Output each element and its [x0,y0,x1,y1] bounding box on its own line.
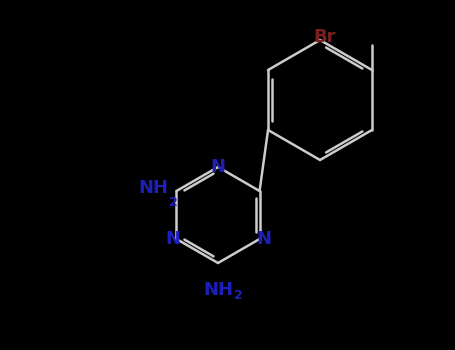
Text: 2: 2 [169,196,178,209]
Text: N: N [165,230,180,248]
Text: NH: NH [203,281,233,299]
Text: 2: 2 [234,289,243,302]
Text: Br: Br [314,28,336,46]
Text: N: N [256,230,271,248]
Text: NH: NH [138,179,168,197]
Text: N: N [211,158,226,176]
